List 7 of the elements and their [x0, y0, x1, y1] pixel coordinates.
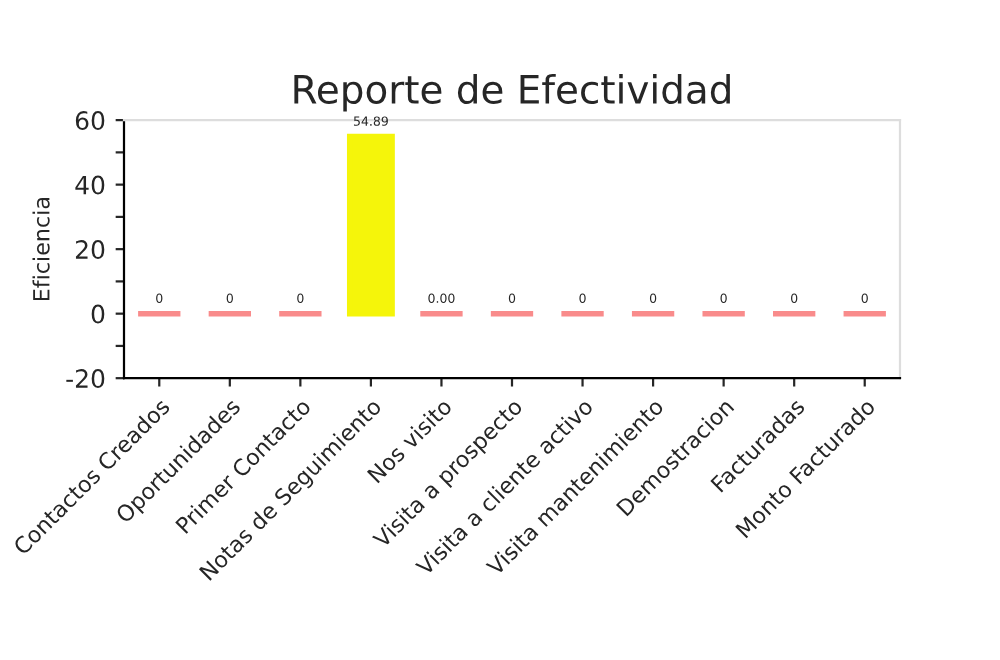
y-tick-label: 40 [75, 175, 105, 195]
y-tick-label: 60 [75, 111, 105, 130]
y-tick-label: 20 [75, 240, 105, 259]
y-axis-title: Eficiencia [32, 198, 50, 301]
y-tick-label: 0 [91, 304, 105, 324]
y-tick-label: -20 [66, 369, 105, 389]
chart-title: Reporte de Efectividad [294, 73, 730, 112]
